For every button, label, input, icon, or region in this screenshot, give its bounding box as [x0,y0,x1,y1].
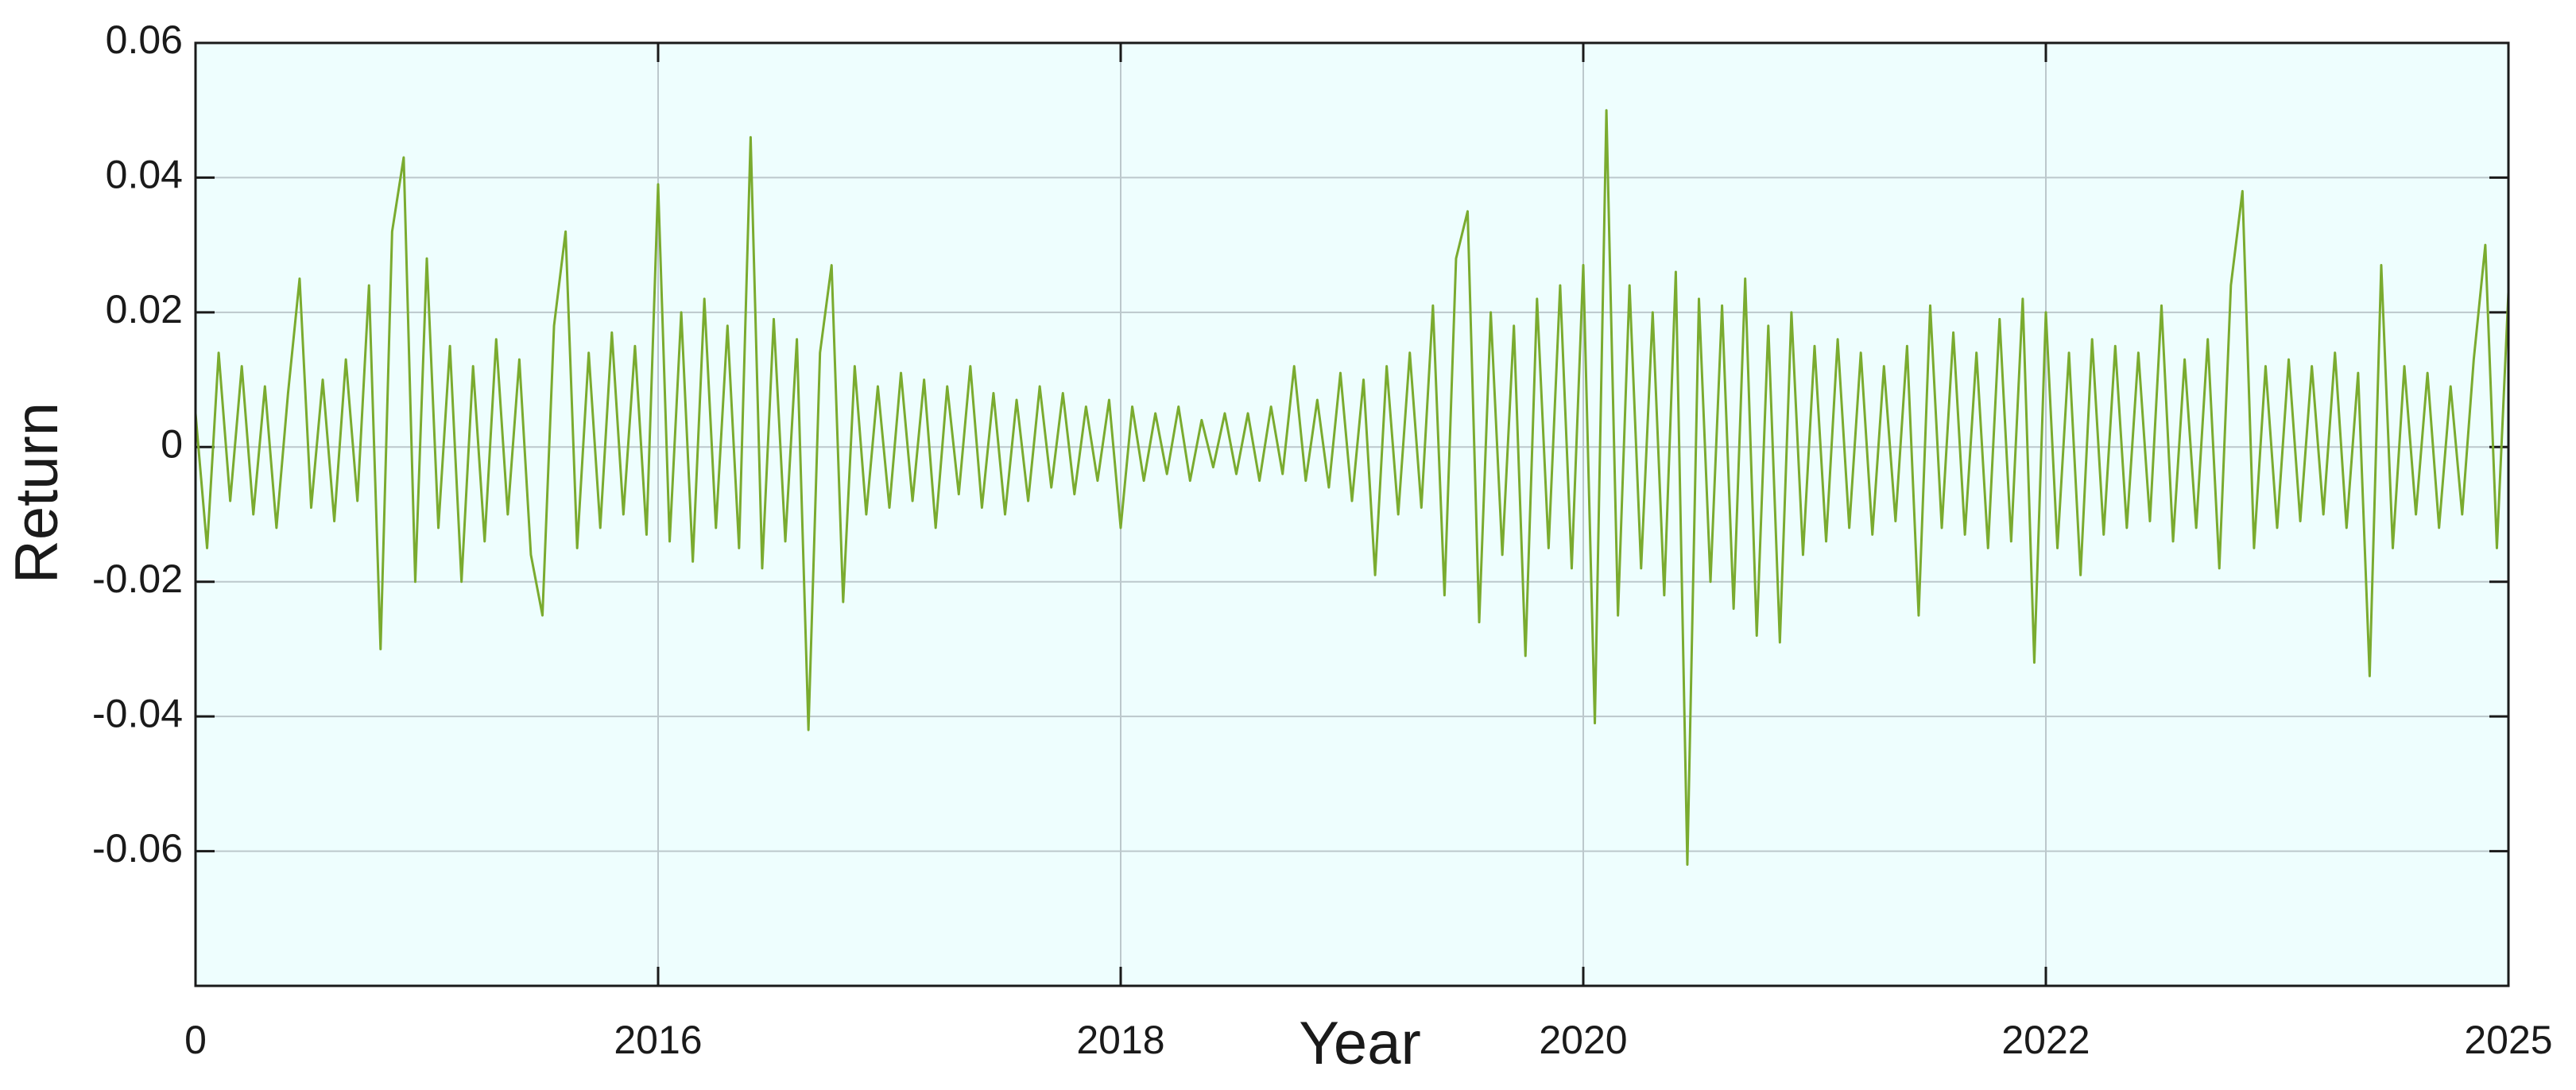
x-tick-label: 2020 [1539,1018,1627,1062]
plot-frame [194,41,2510,987]
x-tick-label: 2022 [2001,1018,2090,1062]
x-tick-label: 0 [184,1018,207,1062]
y-tick-label: -0.02 [92,557,183,601]
return-line [194,109,2510,867]
plot-area [196,43,2508,986]
x-axis-title: Year [1299,1010,1421,1077]
x-tick-label: 2025 [2464,1018,2552,1062]
y-tick-label: 0.04 [106,153,183,197]
y-tick-label: -0.06 [92,826,183,871]
x-tick-label: 2018 [1076,1018,1164,1062]
y-tick-label: 0.06 [106,17,183,62]
y-axis-title: Return [3,402,71,584]
y-tick-label: -0.04 [92,691,183,735]
y-tick-label: 0.02 [106,287,183,332]
y-tick-label: 0 [161,421,183,466]
x-tick-label: 2016 [614,1018,702,1062]
